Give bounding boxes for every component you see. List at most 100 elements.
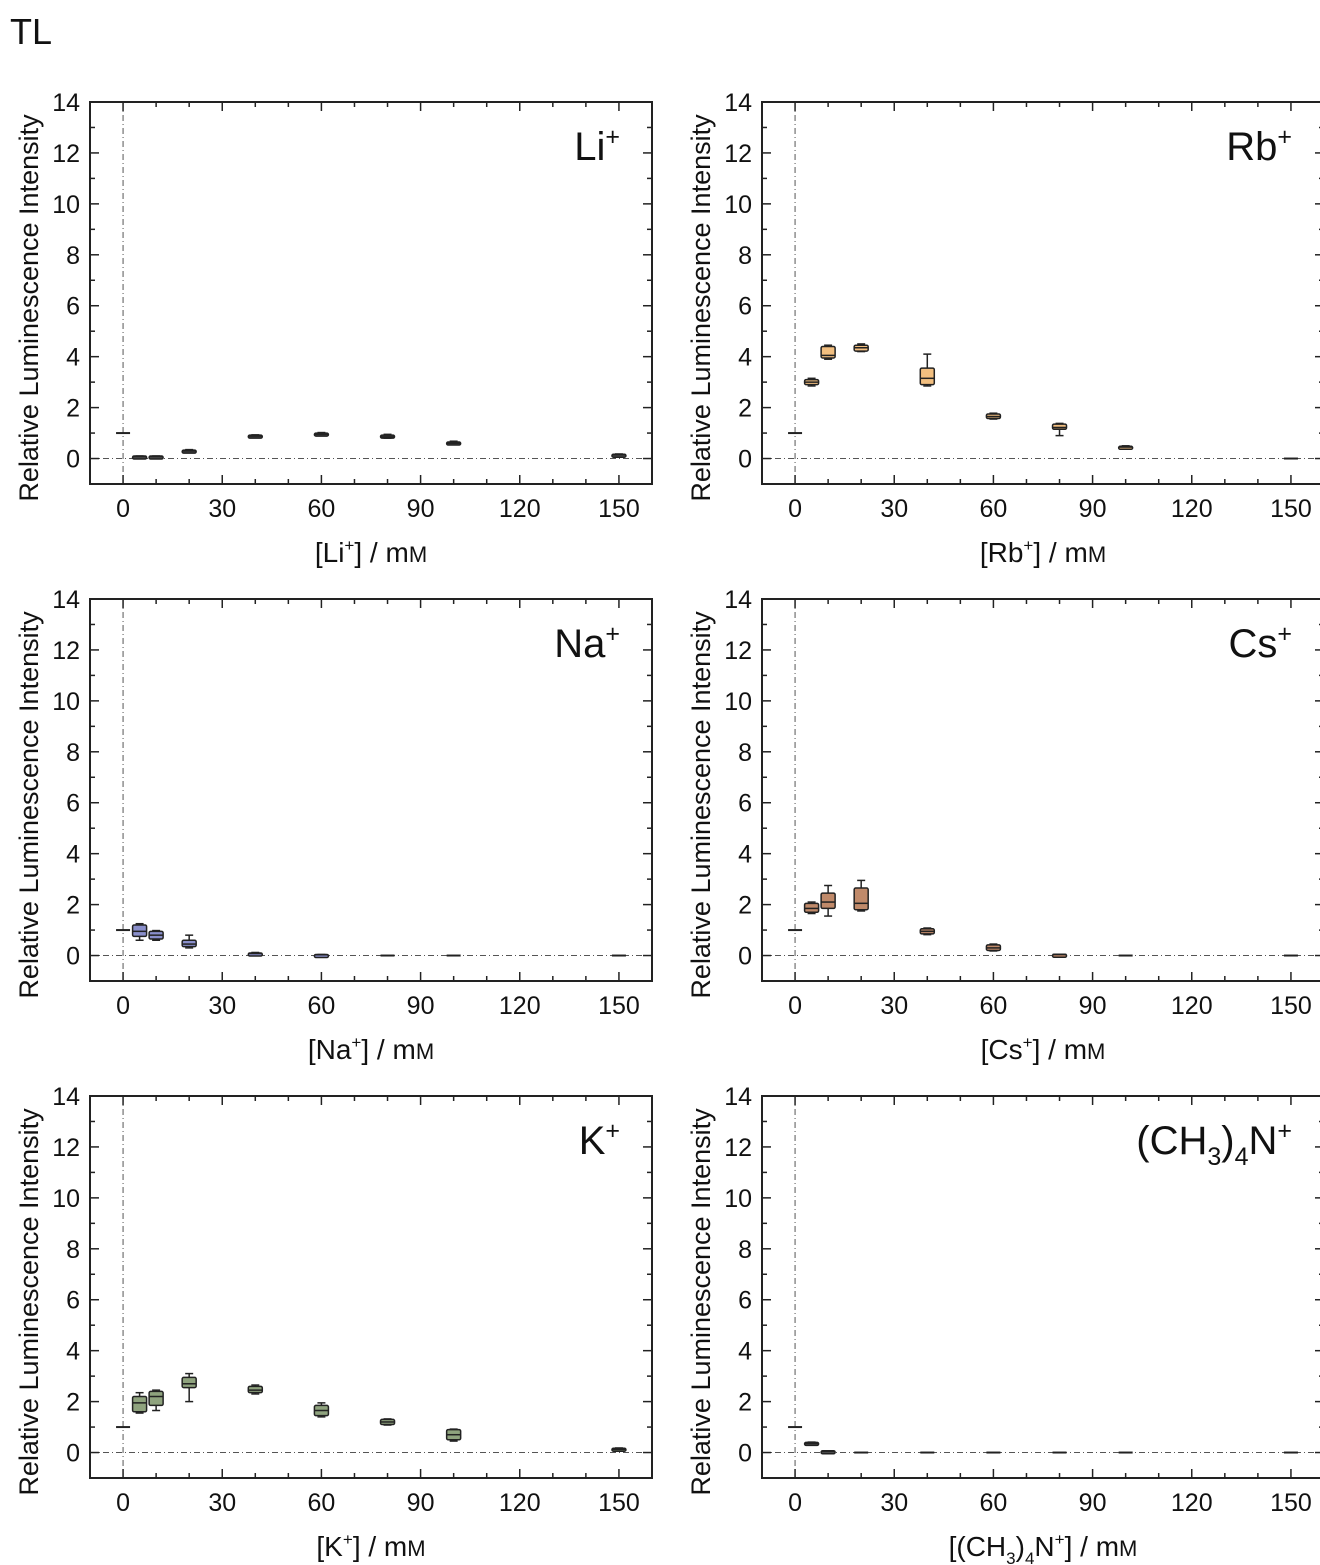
y-tick-label: 6 bbox=[738, 293, 752, 321]
x-axis-label: [Na+] / mM bbox=[308, 1033, 434, 1065]
chart-panel: 0 2 4 6 8 10 12 14 0 30 60 90 120 150 Relative Lumines… bbox=[686, 89, 1320, 568]
y-tick-label: 14 bbox=[52, 89, 80, 117]
y-axis-label: Relative Luminescence Intensity bbox=[686, 114, 716, 502]
box-20 bbox=[853, 879, 869, 912]
box-40 bbox=[247, 951, 264, 957]
y-tick-label: 14 bbox=[724, 89, 752, 117]
box-80 bbox=[1051, 953, 1068, 959]
box-60 bbox=[985, 412, 1002, 420]
plot-frame bbox=[89, 101, 653, 485]
y-tick-label: 12 bbox=[52, 140, 80, 168]
y-tick-label: 2 bbox=[66, 1389, 80, 1417]
box-10 bbox=[820, 344, 836, 360]
box-20 bbox=[853, 343, 869, 353]
y-tick-label: 0 bbox=[66, 446, 80, 474]
box-iqr bbox=[853, 887, 869, 911]
box-60 bbox=[313, 953, 330, 959]
y-tick-label: 14 bbox=[724, 1083, 752, 1111]
y-tick-label: 2 bbox=[66, 395, 80, 423]
x-tick-label: 0 bbox=[116, 1489, 130, 1517]
x-tick-label: 150 bbox=[1270, 495, 1312, 523]
ion-label: Li+ bbox=[574, 123, 620, 169]
box-100 bbox=[445, 1428, 462, 1442]
x-tick-label: 120 bbox=[499, 495, 541, 523]
box-80 bbox=[379, 1418, 396, 1426]
ion-label: Rb+ bbox=[1226, 123, 1292, 169]
x-axis-label: [Rb+] / mM bbox=[980, 536, 1106, 568]
y-tick-label: 0 bbox=[738, 943, 752, 971]
x-tick-label: 30 bbox=[880, 992, 908, 1020]
x-tick-label: 120 bbox=[499, 1489, 541, 1517]
box-60 bbox=[313, 1402, 330, 1418]
x-tick-label: 90 bbox=[407, 495, 435, 523]
box-10 bbox=[148, 929, 164, 942]
x-tick-label: 90 bbox=[1079, 1489, 1107, 1517]
plot-frame bbox=[761, 1095, 1320, 1479]
y-tick-label: 2 bbox=[738, 1389, 752, 1417]
box-5 bbox=[803, 377, 820, 387]
y-tick-label: 8 bbox=[66, 242, 80, 270]
y-axis-label: Relative Luminescence Intensity bbox=[686, 611, 716, 999]
y-tick-label: 6 bbox=[738, 1287, 752, 1315]
y-tick-label: 10 bbox=[724, 1185, 752, 1213]
y-tick-label: 2 bbox=[738, 892, 752, 920]
x-tick-label: 30 bbox=[208, 1489, 236, 1517]
y-tick-label: 8 bbox=[738, 242, 752, 270]
x-tick-label: 60 bbox=[308, 495, 336, 523]
box-150 bbox=[611, 453, 627, 458]
box-10 bbox=[148, 1389, 164, 1412]
x-axis-label: [Cs+] / mM bbox=[981, 1033, 1106, 1065]
x-tick-label: 0 bbox=[788, 1489, 802, 1517]
box-40 bbox=[247, 434, 264, 439]
y-tick-label: 4 bbox=[738, 1338, 752, 1366]
y-tick-label: 2 bbox=[738, 395, 752, 423]
box-iqr bbox=[181, 1376, 197, 1389]
chart-panel: 0 2 4 6 8 10 12 14 0 30 60 90 120 150 Relative Lumines… bbox=[686, 586, 1320, 1065]
x-tick-label: 30 bbox=[208, 992, 236, 1020]
box-20 bbox=[181, 1372, 197, 1403]
box-20 bbox=[181, 934, 197, 949]
x-tick-label: 150 bbox=[1270, 1489, 1312, 1517]
y-tick-label: 12 bbox=[724, 140, 752, 168]
box-100 bbox=[445, 440, 462, 446]
box-60 bbox=[985, 943, 1002, 952]
y-tick-label: 12 bbox=[724, 637, 752, 665]
x-tick-label: 60 bbox=[980, 1489, 1008, 1517]
x-tick-label: 120 bbox=[499, 992, 541, 1020]
x-tick-label: 120 bbox=[1171, 1489, 1213, 1517]
x-axis-label: [K+] / mM bbox=[316, 1530, 425, 1562]
box-80 bbox=[379, 433, 396, 439]
x-tick-label: 30 bbox=[208, 495, 236, 523]
box-iqr bbox=[820, 892, 836, 910]
x-tick-label: 0 bbox=[788, 992, 802, 1020]
box-iqr bbox=[820, 345, 836, 359]
box-60 bbox=[313, 431, 330, 437]
chart-panel: 0 2 4 6 8 10 12 14 0 30 60 90 120 150 Relative Lumines… bbox=[14, 89, 653, 568]
x-tick-label: 30 bbox=[880, 495, 908, 523]
box-40 bbox=[919, 927, 936, 936]
y-tick-label: 4 bbox=[738, 344, 752, 372]
y-axis-label: Relative Luminescence Intensity bbox=[14, 611, 44, 999]
y-tick-label: 12 bbox=[724, 1134, 752, 1162]
y-tick-label: 8 bbox=[66, 1236, 80, 1264]
y-tick-label: 6 bbox=[738, 790, 752, 818]
y-tick-label: 6 bbox=[66, 790, 80, 818]
x-tick-label: 60 bbox=[308, 1489, 336, 1517]
y-tick-label: 8 bbox=[738, 1236, 752, 1264]
x-tick-label: 90 bbox=[1079, 495, 1107, 523]
y-tick-label: 14 bbox=[724, 586, 752, 614]
box-100 bbox=[1117, 445, 1134, 451]
y-tick-label: 4 bbox=[66, 1338, 80, 1366]
plot-frame bbox=[761, 101, 1320, 485]
ion-label: K+ bbox=[579, 1117, 620, 1163]
y-tick-label: 10 bbox=[724, 191, 752, 219]
box-5 bbox=[803, 901, 820, 915]
x-tick-label: 30 bbox=[880, 1489, 908, 1517]
ion-label: (CH3)4N+ bbox=[1136, 1117, 1292, 1171]
y-tick-label: 8 bbox=[738, 739, 752, 767]
y-tick-label: 4 bbox=[738, 841, 752, 869]
x-tick-label: 0 bbox=[116, 495, 130, 523]
x-tick-label: 120 bbox=[1171, 495, 1213, 523]
box-20 bbox=[181, 448, 197, 454]
